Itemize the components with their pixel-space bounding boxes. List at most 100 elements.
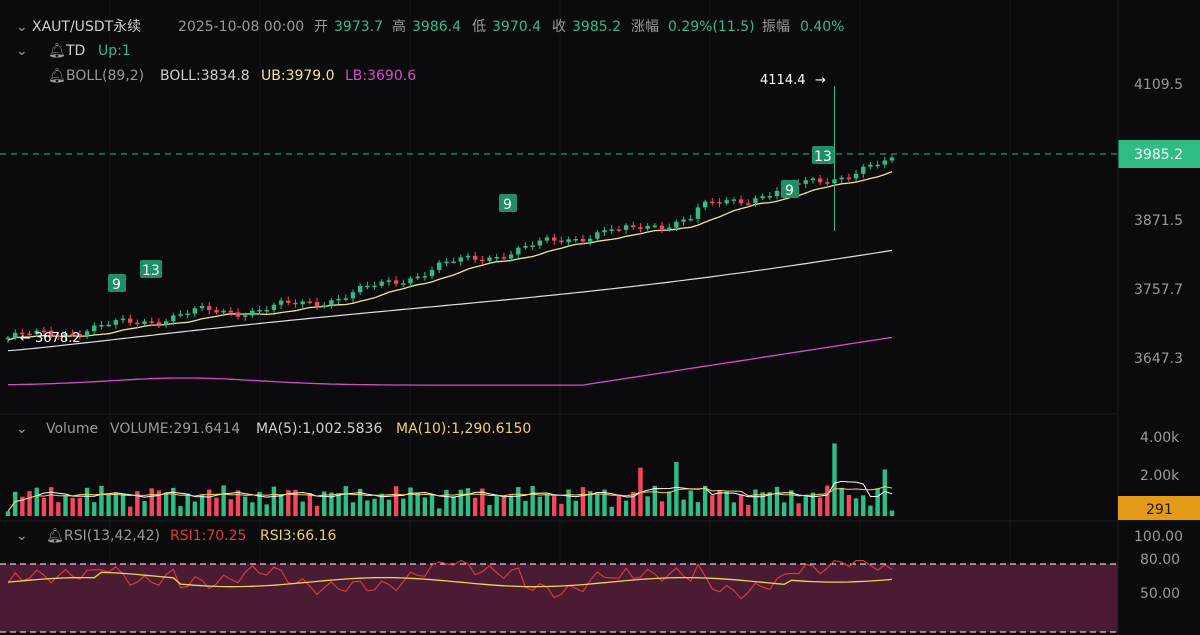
candle [810,176,816,184]
volume-bar [566,489,571,516]
candle [314,297,320,311]
candle [731,197,737,205]
volume-bar [781,502,787,516]
candle [343,294,348,302]
volume-bar [789,490,794,516]
boll-indicator-toggle[interactable]: 🔔︎ BOLL(89,2) BOLL:3834.8 UB:3979.0 LB:3… [48,68,416,84]
volume-bar [846,495,852,516]
volume-tick: 2.00k [1140,468,1180,484]
chevron-icon: ⌄ [16,421,28,437]
volume-indicator-toggle[interactable]: ⌄ Volume VOLUME:291.6414 MA(5):1,002.583… [16,421,531,437]
volume-bar [753,489,758,516]
candle [242,312,248,321]
candle [530,241,535,250]
symbol-label: XAUT/USDT永续 [32,18,141,35]
candle [609,225,614,234]
candle [702,199,708,211]
candle [48,326,54,339]
volume-bar [199,494,205,516]
td-indicator-toggle[interactable]: ⌄ 🔔︎ TD Up:1 [16,43,131,59]
svg-text:13: 13 [142,263,160,279]
candle [429,266,435,280]
volume-bar [688,490,693,516]
candle [235,308,241,320]
bell-icon: 🔔︎ [46,528,64,544]
volume-bar [717,490,722,516]
volume-bar [537,496,543,516]
volume-bar [508,495,514,516]
candle [516,245,521,259]
candle [587,235,593,246]
high-marker-label: 4114.4 [760,73,806,88]
datetime-label: 2025-10-08 00:00 [178,19,304,35]
candle [207,301,212,315]
volume-bar [329,492,334,516]
volume-bar [322,491,327,516]
volume-bar [659,501,665,516]
candle [329,298,334,309]
candle [480,255,485,265]
volume-bar [84,487,90,516]
candle [746,199,751,207]
candle [127,314,133,326]
candle [41,326,47,335]
volume-bar [774,486,780,516]
candle [250,308,255,318]
volume-bar [393,486,399,516]
volume-bar [465,488,471,516]
rsi3-line [7,571,893,588]
volume-bar [738,494,744,516]
svg-text:⌄ XAUT/USDT永续 2025: ⌄ XAUT/USDT永续 2025-10-08 00:00 开 3973.7 … [16,18,844,35]
volume-bar [861,495,866,516]
volume-bar [839,487,844,516]
volume-bar [99,485,104,516]
candle [573,236,578,243]
volume-bar [652,485,658,516]
volume-bar [494,496,499,516]
candle [192,306,198,317]
volume-bar [12,491,18,516]
candle [508,251,514,262]
volume-bar [214,497,219,516]
rsi-indicator-toggle[interactable]: ⌄ 🔔︎ RSI(13,42,42) RSI1:70.25 RSI3:66.16 [16,528,337,544]
svg-text:⌄ 🔔︎ TD Up:: ⌄ 🔔︎ TD Up:1 [16,43,131,59]
candle [501,252,507,262]
candle [559,236,564,245]
volume-bar [437,508,442,516]
volume-bar [271,486,277,516]
volume-bar [889,510,895,516]
candle [817,174,823,186]
volume-bar [350,502,356,516]
volume-bar [623,500,629,516]
volume-bar [221,485,226,516]
rsi-tick: 100.00 [1134,529,1183,545]
candle [20,328,25,338]
candle [372,281,377,290]
volume-series [5,443,895,516]
volume-bar [386,499,392,516]
volume-bar [609,506,614,516]
volume-bar [760,492,765,516]
candle [386,277,392,286]
td-mark: 9 [108,274,126,293]
high-marker-arrow: → [815,73,826,88]
volume-bar [530,486,535,516]
volume-bar [135,491,140,516]
candle [422,271,428,281]
volume-bar [702,485,708,516]
rsi-tick: 50.00 [1140,586,1180,602]
rsi-series [0,559,1118,633]
candle [667,223,672,232]
candle [156,318,162,328]
volume-bar [56,502,61,516]
candle [135,319,140,329]
volume-bar [731,502,737,516]
volume-bar [171,487,176,516]
current-volume-badge [1118,496,1200,520]
volume-bar [192,501,198,516]
candle [163,318,169,328]
volume-bar [559,503,564,516]
volume-bar [803,496,808,516]
volume-bar [602,489,607,516]
